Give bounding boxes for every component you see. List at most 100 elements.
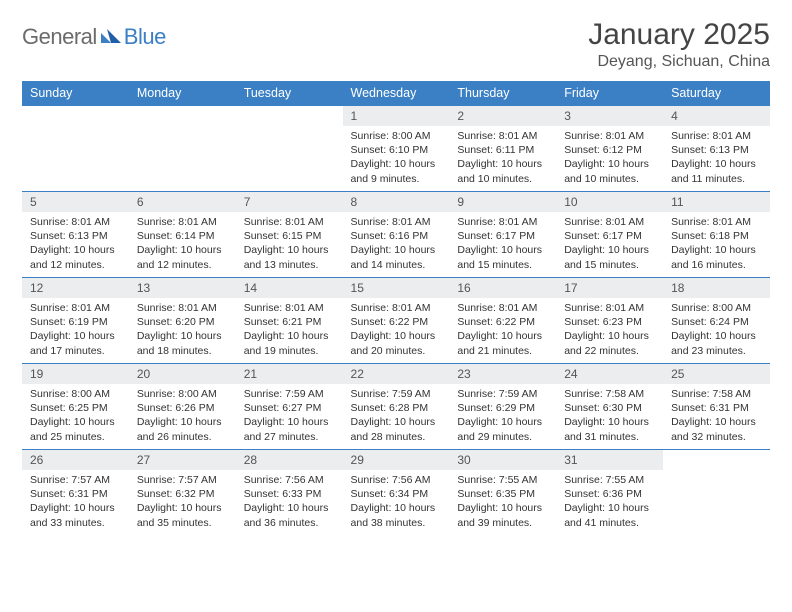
day-detail-line: Sunrise: 8:01 AM: [351, 301, 442, 315]
day-details: Sunrise: 8:01 AMSunset: 6:13 PMDaylight:…: [663, 126, 770, 191]
weekday-header: Friday: [556, 81, 663, 106]
day-detail-line: Daylight: 10 hours: [137, 329, 228, 343]
day-number: 27: [129, 450, 236, 470]
page-title: January 2025: [588, 18, 770, 51]
day-detail-line: and 14 minutes.: [351, 258, 442, 272]
day-detail-line: Daylight: 10 hours: [457, 329, 548, 343]
day-detail-line: and 39 minutes.: [457, 516, 548, 530]
calendar-day-cell: 26Sunrise: 7:57 AMSunset: 6:31 PMDayligh…: [22, 450, 129, 536]
day-number: [22, 106, 129, 126]
calendar-table: SundayMondayTuesdayWednesdayThursdayFrid…: [22, 81, 770, 536]
day-detail-line: Daylight: 10 hours: [351, 501, 442, 515]
day-detail-line: Sunset: 6:28 PM: [351, 401, 442, 415]
day-detail-line: Sunrise: 7:59 AM: [457, 387, 548, 401]
day-number: 13: [129, 278, 236, 298]
day-detail-line: Daylight: 10 hours: [30, 243, 121, 257]
day-detail-line: Sunrise: 8:00 AM: [351, 129, 442, 143]
day-detail-line: Sunrise: 8:01 AM: [457, 215, 548, 229]
day-detail-line: Daylight: 10 hours: [351, 243, 442, 257]
day-detail-line: Daylight: 10 hours: [244, 329, 335, 343]
calendar-day-cell: 22Sunrise: 7:59 AMSunset: 6:28 PMDayligh…: [343, 364, 450, 450]
day-details: Sunrise: 7:55 AMSunset: 6:36 PMDaylight:…: [556, 470, 663, 535]
calendar-day-cell: [129, 106, 236, 192]
day-details: Sunrise: 8:01 AMSunset: 6:11 PMDaylight:…: [449, 126, 556, 191]
weekday-header: Tuesday: [236, 81, 343, 106]
day-detail-line: and 18 minutes.: [137, 344, 228, 358]
day-detail-line: Sunset: 6:12 PM: [564, 143, 655, 157]
day-number: 8: [343, 192, 450, 212]
calendar-week-row: 12Sunrise: 8:01 AMSunset: 6:19 PMDayligh…: [22, 278, 770, 364]
day-detail-line: Sunset: 6:27 PM: [244, 401, 335, 415]
day-detail-line: Sunset: 6:36 PM: [564, 487, 655, 501]
day-detail-line: Sunrise: 8:00 AM: [30, 387, 121, 401]
day-detail-line: Daylight: 10 hours: [671, 157, 762, 171]
calendar-day-cell: [236, 106, 343, 192]
day-number: 26: [22, 450, 129, 470]
calendar-day-cell: 30Sunrise: 7:55 AMSunset: 6:35 PMDayligh…: [449, 450, 556, 536]
day-detail-line: and 15 minutes.: [564, 258, 655, 272]
day-detail-line: Sunrise: 8:01 AM: [457, 301, 548, 315]
day-detail-line: Sunrise: 7:58 AM: [564, 387, 655, 401]
calendar-day-cell: 29Sunrise: 7:56 AMSunset: 6:34 PMDayligh…: [343, 450, 450, 536]
day-details: Sunrise: 7:56 AMSunset: 6:33 PMDaylight:…: [236, 470, 343, 535]
day-detail-line: Sunset: 6:13 PM: [671, 143, 762, 157]
day-details: Sunrise: 7:59 AMSunset: 6:28 PMDaylight:…: [343, 384, 450, 449]
day-detail-line: Sunset: 6:15 PM: [244, 229, 335, 243]
day-details: Sunrise: 8:01 AMSunset: 6:13 PMDaylight:…: [22, 212, 129, 277]
calendar-day-cell: 6Sunrise: 8:01 AMSunset: 6:14 PMDaylight…: [129, 192, 236, 278]
day-details: Sunrise: 7:58 AMSunset: 6:30 PMDaylight:…: [556, 384, 663, 449]
calendar-week-row: 26Sunrise: 7:57 AMSunset: 6:31 PMDayligh…: [22, 450, 770, 536]
day-detail-line: Sunset: 6:22 PM: [351, 315, 442, 329]
calendar-day-cell: 19Sunrise: 8:00 AMSunset: 6:25 PMDayligh…: [22, 364, 129, 450]
day-details: Sunrise: 7:58 AMSunset: 6:31 PMDaylight:…: [663, 384, 770, 449]
day-detail-line: Sunrise: 8:00 AM: [671, 301, 762, 315]
day-number: 6: [129, 192, 236, 212]
day-number: 5: [22, 192, 129, 212]
day-detail-line: Sunset: 6:30 PM: [564, 401, 655, 415]
day-details: Sunrise: 8:01 AMSunset: 6:15 PMDaylight:…: [236, 212, 343, 277]
day-detail-line: and 12 minutes.: [137, 258, 228, 272]
day-detail-line: Sunrise: 8:01 AM: [137, 301, 228, 315]
day-detail-line: and 21 minutes.: [457, 344, 548, 358]
day-details: Sunrise: 7:59 AMSunset: 6:27 PMDaylight:…: [236, 384, 343, 449]
day-number: 4: [663, 106, 770, 126]
day-detail-line: Daylight: 10 hours: [30, 329, 121, 343]
day-number: 25: [663, 364, 770, 384]
calendar-day-cell: 23Sunrise: 7:59 AMSunset: 6:29 PMDayligh…: [449, 364, 556, 450]
day-detail-line: and 15 minutes.: [457, 258, 548, 272]
day-details: Sunrise: 7:59 AMSunset: 6:29 PMDaylight:…: [449, 384, 556, 449]
day-number: 10: [556, 192, 663, 212]
day-detail-line: and 22 minutes.: [564, 344, 655, 358]
day-detail-line: Sunset: 6:26 PM: [137, 401, 228, 415]
calendar-day-cell: 21Sunrise: 7:59 AMSunset: 6:27 PMDayligh…: [236, 364, 343, 450]
day-detail-line: Sunrise: 8:01 AM: [564, 301, 655, 315]
day-detail-line: and 32 minutes.: [671, 430, 762, 444]
day-number: 23: [449, 364, 556, 384]
day-detail-line: and 25 minutes.: [30, 430, 121, 444]
day-details: Sunrise: 8:00 AMSunset: 6:25 PMDaylight:…: [22, 384, 129, 449]
day-detail-line: and 11 minutes.: [671, 172, 762, 186]
day-detail-line: and 29 minutes.: [457, 430, 548, 444]
day-detail-line: Sunrise: 8:01 AM: [564, 129, 655, 143]
day-detail-line: Daylight: 10 hours: [137, 415, 228, 429]
title-block: January 2025 Deyang, Sichuan, China: [588, 18, 770, 71]
day-detail-line: and 10 minutes.: [457, 172, 548, 186]
day-detail-line: Sunrise: 8:01 AM: [564, 215, 655, 229]
weekday-header: Monday: [129, 81, 236, 106]
day-detail-line: Daylight: 10 hours: [30, 501, 121, 515]
day-detail-line: Sunset: 6:17 PM: [564, 229, 655, 243]
calendar-day-cell: [663, 450, 770, 536]
day-number: 14: [236, 278, 343, 298]
day-detail-line: Sunset: 6:31 PM: [30, 487, 121, 501]
day-detail-line: Daylight: 10 hours: [137, 501, 228, 515]
day-detail-line: Daylight: 10 hours: [244, 415, 335, 429]
day-detail-line: Sunset: 6:20 PM: [137, 315, 228, 329]
day-details: Sunrise: 8:01 AMSunset: 6:22 PMDaylight:…: [343, 298, 450, 363]
day-detail-line: and 27 minutes.: [244, 430, 335, 444]
day-detail-line: and 36 minutes.: [244, 516, 335, 530]
day-detail-line: Daylight: 10 hours: [671, 243, 762, 257]
day-detail-line: Sunrise: 8:00 AM: [137, 387, 228, 401]
day-details: Sunrise: 8:01 AMSunset: 6:14 PMDaylight:…: [129, 212, 236, 277]
calendar-day-cell: 20Sunrise: 8:00 AMSunset: 6:26 PMDayligh…: [129, 364, 236, 450]
day-detail-line: Sunrise: 8:01 AM: [671, 129, 762, 143]
